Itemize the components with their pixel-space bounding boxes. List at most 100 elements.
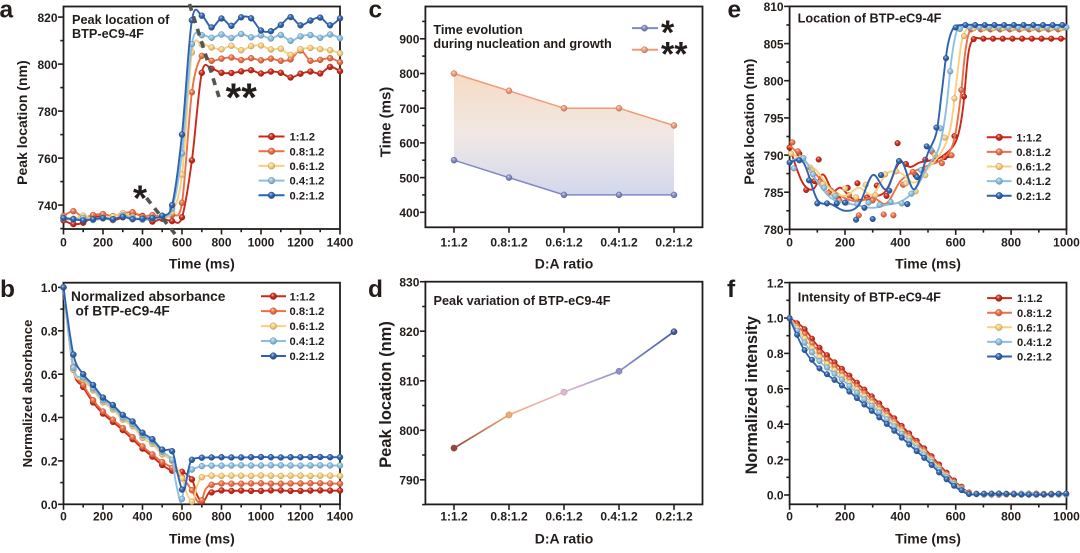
svg-text:600: 600 xyxy=(399,137,419,151)
svg-text:0.8:1.2: 0.8:1.2 xyxy=(290,146,325,158)
svg-text:0.0: 0.0 xyxy=(767,489,784,503)
svg-text:800: 800 xyxy=(211,235,231,249)
svg-text:1.0: 1.0 xyxy=(41,281,58,295)
svg-text:600: 600 xyxy=(946,510,966,524)
svg-text:c: c xyxy=(369,0,383,23)
svg-text:0.2:1.2: 0.2:1.2 xyxy=(1017,352,1052,364)
svg-text:0.8:1.2: 0.8:1.2 xyxy=(490,510,528,524)
svg-text:0: 0 xyxy=(786,510,793,524)
svg-text:0.2:1.2: 0.2:1.2 xyxy=(290,190,325,202)
svg-text:Time (ms): Time (ms) xyxy=(895,531,961,547)
svg-text:1:1.2: 1:1.2 xyxy=(1017,293,1043,305)
svg-text:f: f xyxy=(727,276,736,303)
svg-text:0.4:1.2: 0.4:1.2 xyxy=(1017,337,1052,349)
svg-text:0.6:1.2: 0.6:1.2 xyxy=(545,235,583,249)
svg-text:1.2: 1.2 xyxy=(767,276,784,290)
svg-text:1000: 1000 xyxy=(248,510,275,524)
svg-text:0.6:1.2: 0.6:1.2 xyxy=(290,161,325,173)
svg-text:0.2:1.2: 0.2:1.2 xyxy=(1016,191,1051,203)
svg-text:Time (ms): Time (ms) xyxy=(169,256,235,272)
svg-text:790: 790 xyxy=(764,149,784,163)
svg-text:0.6:1.2: 0.6:1.2 xyxy=(1016,162,1051,174)
svg-text:400: 400 xyxy=(399,206,419,220)
svg-text:1:1.2: 1:1.2 xyxy=(440,235,468,249)
svg-text:1:1.2: 1:1.2 xyxy=(290,132,316,144)
svg-text:**: ** xyxy=(226,76,258,120)
svg-text:Normalized absorbance: Normalized absorbance xyxy=(71,289,226,304)
svg-text:Intensity of BTP-eC9-4F: Intensity of BTP-eC9-4F xyxy=(798,290,941,304)
svg-text:BTP-eC9-4F: BTP-eC9-4F xyxy=(72,27,144,41)
svg-text:0.4: 0.4 xyxy=(41,411,58,425)
svg-text:Time evolution: Time evolution xyxy=(433,23,522,37)
svg-text:0.8:1.2: 0.8:1.2 xyxy=(290,306,325,318)
svg-text:b: b xyxy=(0,276,15,303)
svg-text:0.8: 0.8 xyxy=(41,325,58,339)
svg-text:0.6: 0.6 xyxy=(41,368,58,382)
svg-text:1.0: 1.0 xyxy=(767,312,784,326)
svg-text:780: 780 xyxy=(764,223,784,237)
svg-text:a: a xyxy=(0,0,14,23)
svg-text:0.6: 0.6 xyxy=(767,383,784,397)
svg-text:Peak location of: Peak location of xyxy=(72,13,170,27)
svg-text:800: 800 xyxy=(399,67,419,81)
svg-text:Time (ms): Time (ms) xyxy=(895,256,961,272)
svg-text:0.4:1.2: 0.4:1.2 xyxy=(290,176,325,188)
svg-text:0: 0 xyxy=(60,235,67,249)
svg-text:0: 0 xyxy=(60,510,67,524)
svg-text:400: 400 xyxy=(890,510,910,524)
svg-text:D:A ratio: D:A ratio xyxy=(535,531,594,547)
svg-text:0.4: 0.4 xyxy=(767,418,784,432)
svg-text:0.8: 0.8 xyxy=(767,347,784,361)
svg-text:*: * xyxy=(661,14,675,52)
svg-text:200: 200 xyxy=(93,510,113,524)
svg-text:820: 820 xyxy=(37,11,57,25)
svg-text:760: 760 xyxy=(37,152,57,166)
svg-text:1:1.2: 1:1.2 xyxy=(290,291,316,303)
svg-text:Peak location (nm): Peak location (nm) xyxy=(742,58,758,184)
svg-text:800: 800 xyxy=(1001,235,1021,249)
svg-text:1000: 1000 xyxy=(1053,235,1080,249)
svg-text:1000: 1000 xyxy=(1053,510,1080,524)
svg-text:during nucleation and growth: during nucleation and growth xyxy=(433,37,611,51)
svg-text:0.4:1.2: 0.4:1.2 xyxy=(600,510,638,524)
svg-text:200: 200 xyxy=(835,510,855,524)
svg-text:820: 820 xyxy=(399,325,419,339)
svg-text:600: 600 xyxy=(172,235,192,249)
svg-text:1200: 1200 xyxy=(287,510,314,524)
svg-text:Time (ms): Time (ms) xyxy=(169,531,235,547)
svg-text:0: 0 xyxy=(786,235,793,249)
svg-text:0.2:1.2: 0.2:1.2 xyxy=(655,235,693,249)
svg-text:500: 500 xyxy=(399,171,419,185)
svg-text:**: ** xyxy=(661,36,688,74)
svg-text:Peak location (nm): Peak location (nm) xyxy=(377,321,395,468)
svg-text:1400: 1400 xyxy=(327,235,354,249)
svg-text:600: 600 xyxy=(172,510,192,524)
svg-text:0.6:1.2: 0.6:1.2 xyxy=(1017,322,1052,334)
svg-text:0.8:1.2: 0.8:1.2 xyxy=(490,235,528,249)
svg-text:400: 400 xyxy=(132,510,152,524)
svg-text:800: 800 xyxy=(764,74,784,88)
svg-text:0.2:1.2: 0.2:1.2 xyxy=(290,351,325,363)
svg-text:200: 200 xyxy=(93,235,113,249)
svg-text:900: 900 xyxy=(399,33,419,47)
svg-text:Peak location (nm): Peak location (nm) xyxy=(14,60,30,184)
svg-text:1:1.2: 1:1.2 xyxy=(440,510,468,524)
svg-text:0.4:1.2: 0.4:1.2 xyxy=(600,235,638,249)
svg-text:400: 400 xyxy=(132,235,152,249)
svg-text:700: 700 xyxy=(399,102,419,116)
svg-text:0.2:1.2: 0.2:1.2 xyxy=(655,510,693,524)
svg-text:805: 805 xyxy=(764,37,784,51)
svg-text:*: * xyxy=(133,177,147,218)
svg-text:Peak variation of BTP-eC9-4F: Peak variation of BTP-eC9-4F xyxy=(434,294,611,308)
svg-text:600: 600 xyxy=(946,235,966,249)
svg-text:740: 740 xyxy=(37,199,57,213)
svg-text:Normalized intensity: Normalized intensity xyxy=(743,316,761,474)
svg-text:Location of BTP-eC9-4F: Location of BTP-eC9-4F xyxy=(798,11,942,25)
svg-text:of BTP-eC9-4F: of BTP-eC9-4F xyxy=(76,304,170,319)
svg-text:0.6:1.2: 0.6:1.2 xyxy=(290,321,325,333)
svg-text:0.6:1.2: 0.6:1.2 xyxy=(545,510,583,524)
svg-text:0.4:1.2: 0.4:1.2 xyxy=(1016,176,1051,188)
svg-text:810: 810 xyxy=(399,374,419,388)
svg-text:400: 400 xyxy=(890,235,910,249)
svg-text:785: 785 xyxy=(764,186,784,200)
